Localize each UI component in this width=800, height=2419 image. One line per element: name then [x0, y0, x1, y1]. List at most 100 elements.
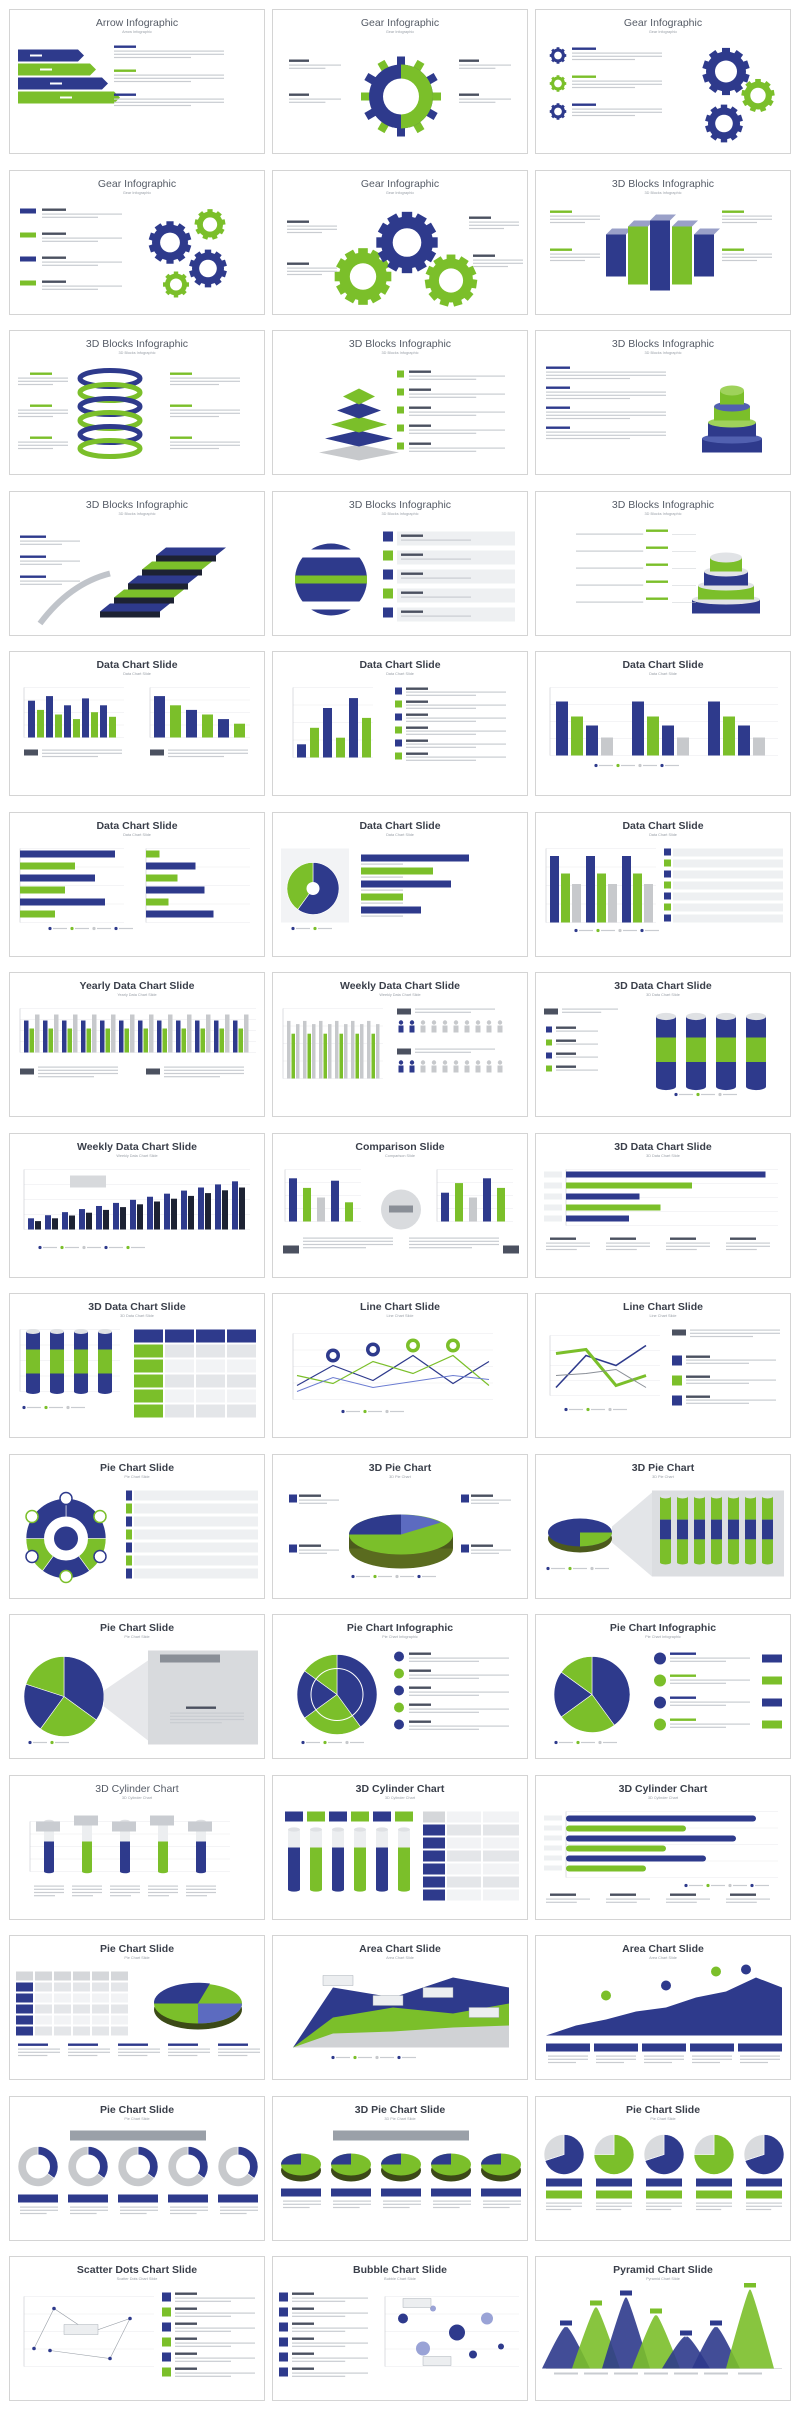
slide-thumbnail[interactable]: 3D Blocks Infographic 3D Blocks Infograph… [272, 330, 528, 475]
table-row-label [423, 1837, 445, 1848]
slide-thumbnail[interactable]: 3D Blocks Infographic 3D Blocks Infograph… [272, 490, 528, 636]
slide-subtitle: Comparison Slide [385, 1153, 415, 1158]
slide-thumbnail[interactable]: Yearly Data Chart Slide Yearly Data Chart… [9, 972, 265, 1117]
slide-thumbnail[interactable]: Data Chart Slide Data Chart Slide [535, 651, 791, 796]
item-title [30, 404, 52, 407]
pie-slice [198, 2003, 242, 2024]
slide-thumbnail[interactable]: 3D Pie Chart 3D Pie Chart [272, 1453, 528, 1599]
text-line [18, 380, 68, 382]
slide-thumbnail[interactable]: Gear Infographic Gear Infographic [535, 9, 791, 154]
slide-thumbnail[interactable]: 3D Cylinder Chart 3D Cylinder Chart [272, 1774, 528, 1920]
slide-thumbnail[interactable]: Pie Chart Slide Pie Chart Slide [9, 1453, 265, 1599]
slide-subtitle: 3D Blocks Infographic [381, 511, 419, 516]
slide-subtitle: Data Chart Slide [123, 672, 151, 676]
slide-thumbnail[interactable]: 3D Blocks Infographic 3D Blocks Infograph… [9, 490, 265, 636]
slide-thumbnail[interactable]: Pyramid Chart Slide Pyramid Chart Slide [535, 2256, 791, 2401]
slide-thumbnail[interactable]: Line Chart Slide Line Chart Slide [272, 1293, 528, 1438]
slide-thumbnail[interactable]: Pie Chart Slide Pie Chart Slide [9, 2095, 265, 2241]
list-marker [126, 1503, 132, 1513]
text-line [409, 1237, 499, 1239]
text-line [170, 377, 240, 379]
slide-thumbnail[interactable]: Line Chart Slide Line Chart Slide [535, 1293, 791, 1438]
text-line [690, 1329, 780, 1331]
slide-thumbnail[interactable]: Area Chart Slide Area Chart Slide [272, 1935, 528, 2080]
slide-thumbnail[interactable]: Weekly Data Chart Slide Weekly Data Chart… [272, 972, 528, 1117]
slide-title: 3D Blocks Infographic [611, 177, 715, 190]
bar [566, 1835, 736, 1841]
table-cell [73, 2026, 90, 2036]
slide-thumbnail[interactable]: 3D Cylinder Chart 3D Cylinder Chart [535, 1774, 791, 1920]
text-line [670, 1657, 750, 1659]
scatter-dot [108, 2356, 112, 2361]
slide-thumbnail[interactable]: Data Chart Slide Data Chart Slide [272, 811, 528, 957]
slide-thumbnail[interactable]: Pie Chart Infographic Pie Chart Infograph… [535, 1614, 791, 1759]
slide-thumbnail[interactable]: Data Chart Slide Data Chart Slide [272, 651, 528, 796]
slide-thumbnail[interactable]: 3D Data Chart Slide 3D Data Chart Slide [535, 972, 791, 1117]
item-panel [397, 531, 515, 545]
item-title [292, 2367, 314, 2370]
item-percent [762, 1698, 782, 1707]
area-series [546, 1977, 782, 2036]
slide-thumbnail[interactable]: 3D Blocks Infographic 3D Blocks Infograph… [535, 169, 791, 315]
slide-thumbnail[interactable]: Bubble Chart Slide Bubble Chart Slide [272, 2256, 528, 2401]
slide-thumbnail[interactable]: Gear Infographic Gear Infographic [9, 169, 265, 315]
slide-thumbnail[interactable]: Scatter Dots Chart Slide Scatter Dots Cha… [9, 2256, 265, 2401]
item-title [670, 1652, 696, 1655]
text-line [168, 2054, 198, 2057]
slide-thumbnail[interactable]: Comparison Slide Comparison Slide [272, 1132, 528, 1278]
list-icon [546, 1039, 552, 1046]
slide-thumbnail[interactable]: Data Chart Slide Data Chart Slide [535, 811, 791, 957]
item-title [186, 1706, 216, 1709]
pie-slice [643, 2133, 665, 2161]
slide-thumbnail[interactable]: Pie Chart Slide Pie Chart Slide [9, 1935, 265, 2080]
slide-thumbnail[interactable]: Pie Chart Infographic Pie Chart Infograph… [272, 1614, 528, 1759]
slide-thumbnail[interactable]: 3D Blocks Infographic 3D Blocks Infograph… [535, 490, 791, 636]
table-cell [16, 1971, 33, 1981]
list-panel [134, 1529, 258, 1539]
cylinder-top [686, 1012, 706, 1021]
slide-thumbnail[interactable]: 3D Pie Chart 3D Pie Chart [535, 1453, 791, 1599]
donut-hole [126, 2154, 150, 2178]
slide-thumbnail[interactable]: Weekly Data Chart Slide Weekly Data Chart… [9, 1132, 265, 1278]
slide-thumbnail[interactable]: Arrow Infographic Arrow Infographic [9, 9, 265, 154]
slide-thumbnail[interactable]: Pie Chart Slide Pie Chart Slide [9, 1614, 265, 1759]
slide-thumbnail[interactable]: 3D Data Chart Slide 3D Data Chart Slide [9, 1293, 265, 1438]
person-icon [409, 1020, 415, 1025]
text-line [34, 1891, 64, 1893]
slide-thumbnail[interactable]: 3D Blocks Infographic 3D Blocks Infograph… [535, 330, 791, 475]
slide-thumbnail[interactable]: 3D Pie Chart Slide 3D Pie Chart Slide [272, 2095, 528, 2241]
bar [215, 1183, 221, 1229]
cylinder-bottom [745, 1560, 756, 1564]
illustration-cyl-table [285, 1811, 519, 1900]
text-line [287, 231, 322, 233]
slide-thumbnail[interactable]: Data Chart Slide Data Chart Slide [9, 811, 265, 957]
text-line [409, 393, 505, 395]
table-row-label [423, 1889, 445, 1900]
map-pin-hole [449, 1342, 457, 1349]
legend-dot [696, 1092, 700, 1097]
stair-riser [100, 611, 160, 617]
slide-thumbnail[interactable]: Gear Infographic Gear Infographic [272, 169, 528, 315]
stair-riser [156, 555, 216, 561]
slide-thumbnail[interactable]: Pie Chart Slide Pie Chart Slide [535, 2095, 791, 2241]
year-box [331, 2188, 371, 2196]
text-line [401, 539, 471, 541]
item-title [409, 1652, 431, 1655]
slide-thumbnail[interactable]: Data Chart Slide Data Chart Slide [9, 651, 265, 796]
slide-thumbnail[interactable]: 3D Cylinder Chart 3D Cylinder Chart [9, 1774, 265, 1920]
check-icon [395, 752, 402, 760]
social-icon [59, 1569, 73, 1583]
list-panel [673, 848, 783, 856]
slide-illustration [543, 2133, 785, 2210]
text-line [409, 450, 477, 452]
person-icon [420, 1060, 426, 1065]
slide-thumbnail[interactable]: Area Chart Slide Area Chart Slide [535, 1935, 791, 2080]
series-line [555, 1368, 647, 1388]
slide-thumbnail[interactable]: 3D Data Chart Slide 3D Data Chart Slide [535, 1132, 791, 1278]
slide-thumbnail[interactable]: Gear Infographic Gear Infographic [272, 9, 528, 154]
slide-thumbnail[interactable]: 3D Blocks Infographic 3D Blocks Infograph… [9, 330, 265, 475]
text-line [409, 1694, 479, 1696]
text-line [218, 2054, 248, 2057]
item-title [42, 208, 66, 211]
table-cell [54, 1993, 71, 2003]
